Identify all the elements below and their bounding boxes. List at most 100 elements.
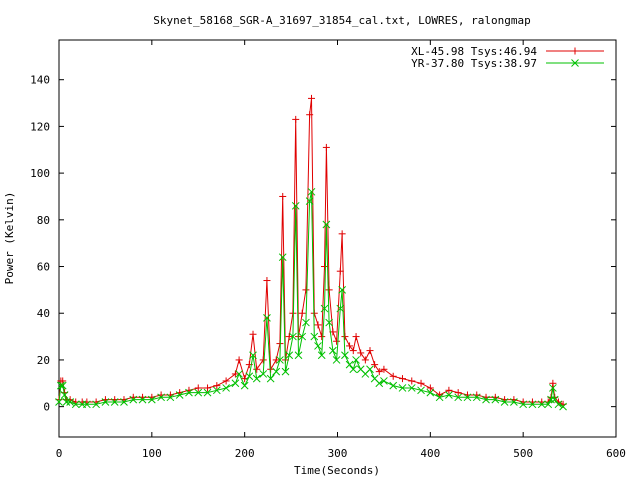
data-point xyxy=(352,356,360,364)
chart-title: Skynet_58168_SGR-A_31697_31854_cal.txt, … xyxy=(153,14,531,27)
data-point xyxy=(194,388,203,397)
data-point xyxy=(308,94,316,102)
data-point xyxy=(129,395,138,404)
data-point xyxy=(380,377,388,385)
data-point xyxy=(321,263,329,271)
y-tick-label: 80 xyxy=(37,214,50,227)
data-point xyxy=(272,367,281,376)
y-axis-label: Power (Kelvin) xyxy=(3,192,16,285)
data-point xyxy=(302,286,310,294)
data-point xyxy=(259,356,267,364)
data-point xyxy=(389,372,397,380)
data-point xyxy=(92,400,100,409)
data-point xyxy=(278,253,287,262)
data-point xyxy=(266,374,275,383)
data-point xyxy=(291,201,300,210)
data-point xyxy=(231,370,239,378)
data-point xyxy=(249,351,257,360)
data-point xyxy=(352,333,360,341)
data-point xyxy=(357,349,365,357)
data-point xyxy=(263,277,271,285)
data-point xyxy=(336,304,345,313)
data-point xyxy=(305,197,314,205)
data-point xyxy=(55,398,63,406)
x-tick-label: 400 xyxy=(420,447,440,460)
data-point xyxy=(491,395,500,404)
x-tick-label: 300 xyxy=(328,447,348,460)
data-point xyxy=(138,395,147,404)
data-point xyxy=(366,347,374,355)
data-point xyxy=(519,400,528,409)
data-point xyxy=(294,351,303,360)
data-point xyxy=(407,384,416,392)
data-point xyxy=(302,318,310,327)
data-point xyxy=(338,230,346,238)
data-point xyxy=(147,395,156,404)
data-point xyxy=(389,381,398,390)
data-point xyxy=(252,374,261,383)
data-point xyxy=(166,393,175,402)
data-point xyxy=(361,356,369,364)
data-point xyxy=(398,375,406,383)
data-point xyxy=(289,332,297,341)
data-point xyxy=(71,400,80,409)
data-point xyxy=(417,386,425,395)
data-point xyxy=(101,398,110,406)
data-point xyxy=(371,361,379,369)
series-line xyxy=(58,191,564,408)
y-tick-label: 20 xyxy=(37,354,50,367)
data-point xyxy=(345,360,354,369)
series-layer xyxy=(55,94,567,411)
y-tick-label: 120 xyxy=(30,120,50,133)
y-tick-label: 140 xyxy=(30,74,50,87)
legend-label: YR-37.80 Tsys:38.97 xyxy=(411,57,537,70)
data-point xyxy=(307,187,316,196)
data-point xyxy=(380,365,388,373)
data-point xyxy=(463,393,472,402)
legend-marker xyxy=(571,47,579,55)
data-point xyxy=(120,398,128,406)
data-point xyxy=(57,381,65,390)
data-point xyxy=(472,393,481,402)
data-point xyxy=(322,143,330,151)
data-point xyxy=(110,398,119,406)
data-point xyxy=(454,393,463,402)
data-point xyxy=(349,347,357,355)
data-point xyxy=(318,333,326,341)
data-point xyxy=(175,391,184,399)
data-point xyxy=(58,381,67,390)
data-point xyxy=(240,381,249,390)
y-tick-label: 0 xyxy=(43,401,50,414)
x-tick-label: 600 xyxy=(606,447,626,460)
data-point xyxy=(537,400,546,409)
data-point xyxy=(375,379,384,388)
data-point xyxy=(213,382,221,390)
data-point xyxy=(253,365,261,373)
data-point xyxy=(185,388,193,397)
data-point xyxy=(445,386,453,394)
data-point xyxy=(66,398,74,406)
data-point xyxy=(317,351,326,360)
data-point xyxy=(157,393,165,402)
x-axis-label: Time(Seconds) xyxy=(294,464,380,477)
legend-label: XL-45.98 Tsys:46.94 xyxy=(411,45,537,58)
data-point xyxy=(306,111,314,119)
data-point xyxy=(320,304,329,313)
data-point xyxy=(279,192,287,200)
y-axis: 0 20 40 60 80 100 120 140 xyxy=(30,74,616,414)
data-point xyxy=(314,321,322,329)
data-point xyxy=(222,384,230,392)
data-point xyxy=(263,314,271,322)
data-point xyxy=(60,391,69,399)
data-point xyxy=(417,379,425,387)
data-point xyxy=(235,356,243,364)
data-point xyxy=(62,398,71,406)
plot-area xyxy=(58,39,617,438)
data-point xyxy=(426,388,435,397)
data-point xyxy=(212,386,221,395)
data-point xyxy=(203,388,212,397)
data-point xyxy=(375,368,383,376)
data-point xyxy=(544,400,553,409)
